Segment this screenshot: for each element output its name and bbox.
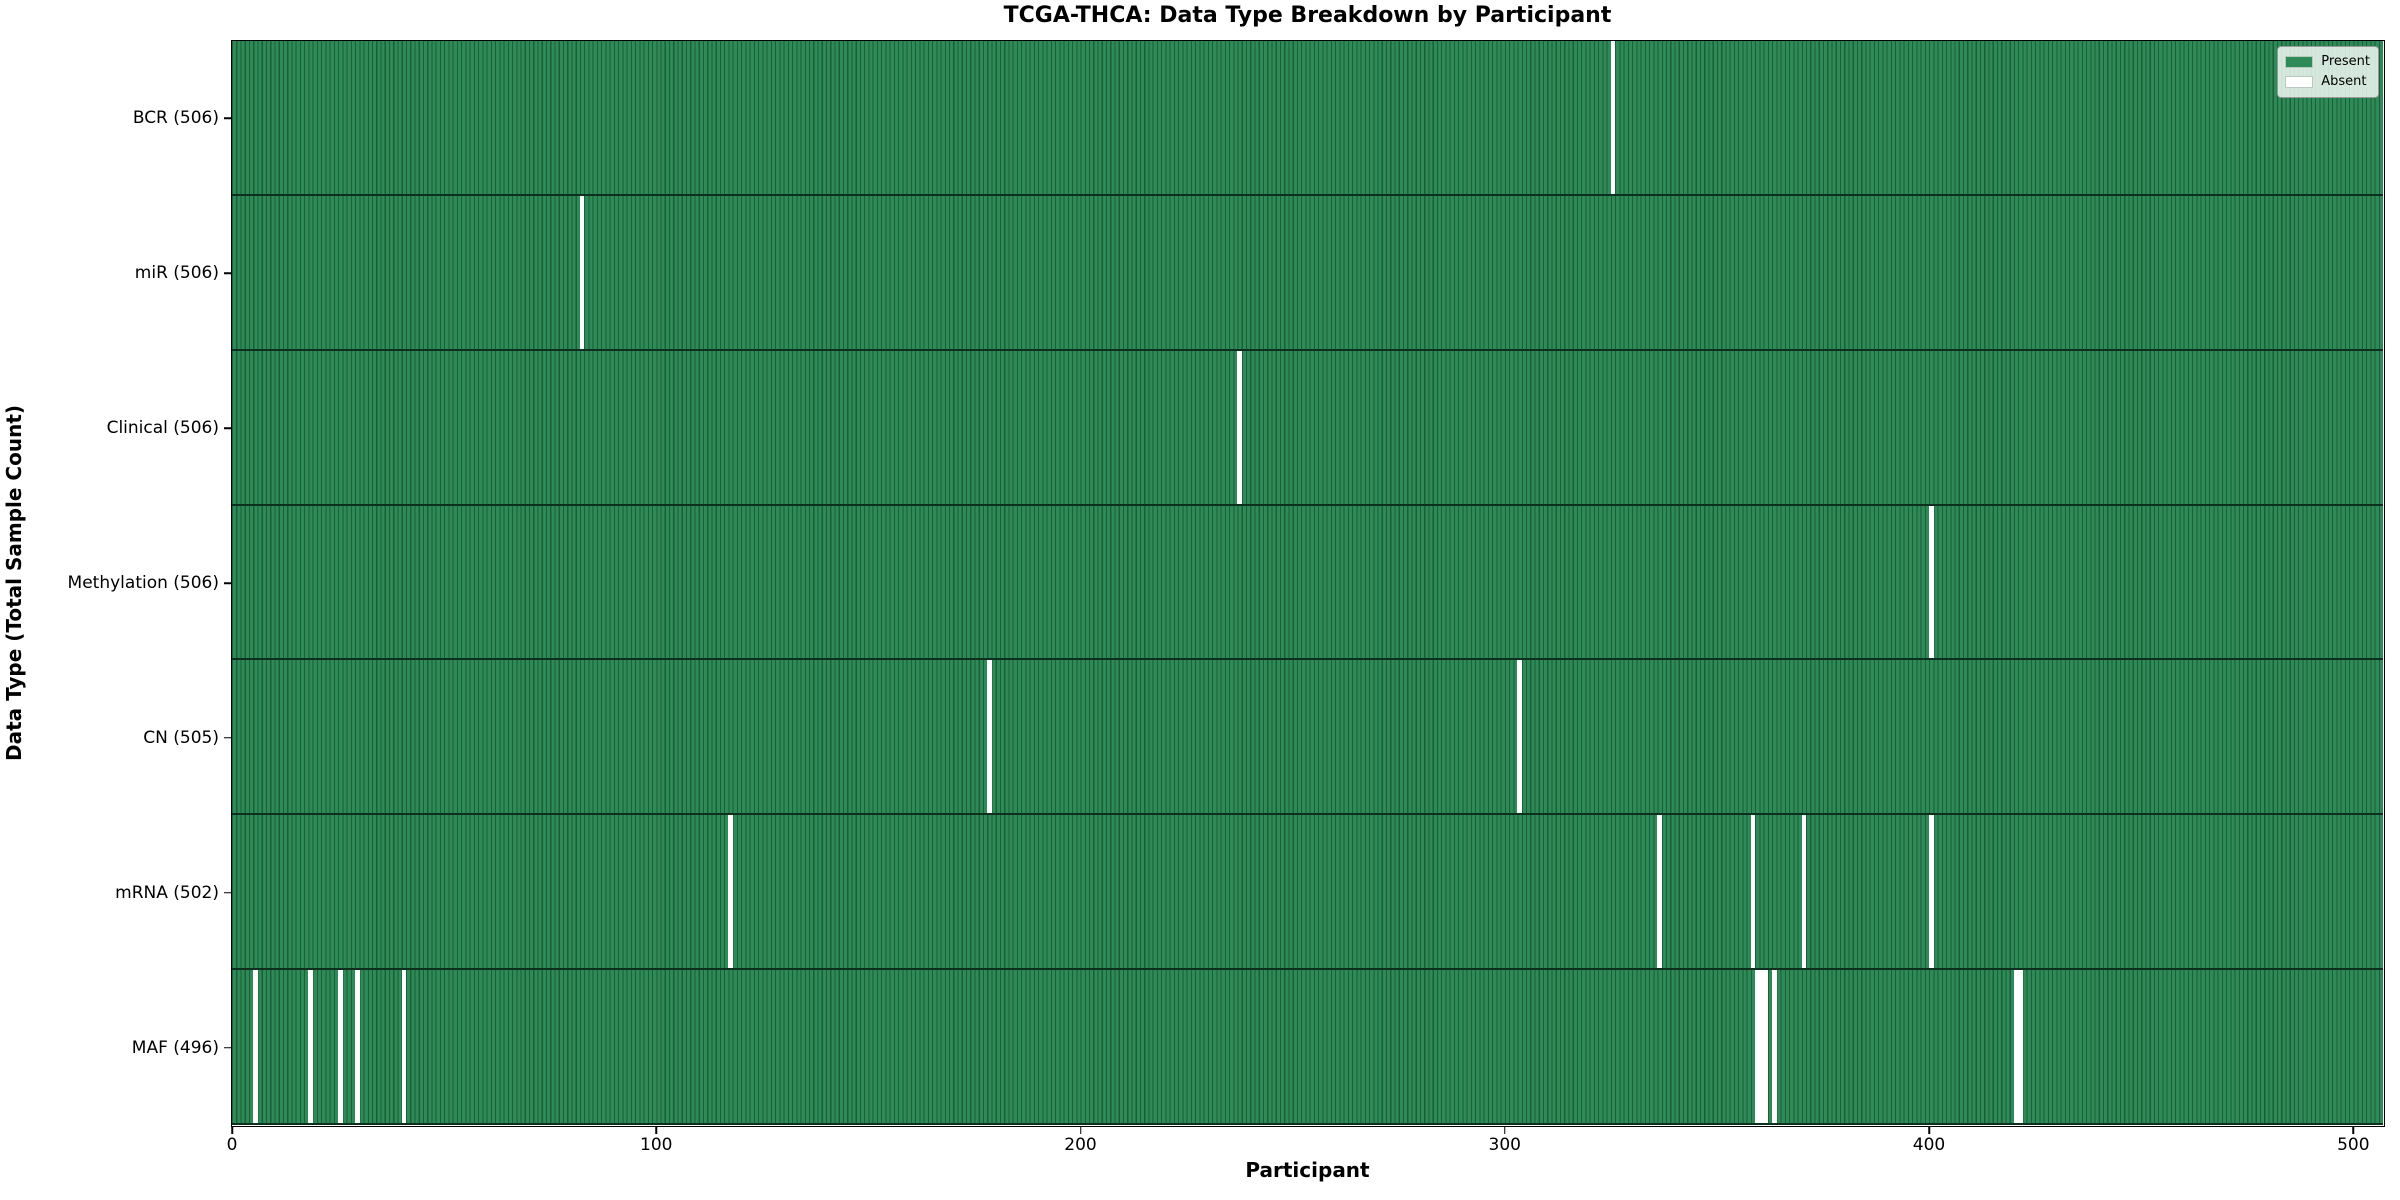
y-tick-mark bbox=[224, 427, 231, 429]
x-tick-label-300: 300 bbox=[1488, 1135, 1521, 1155]
absent-mark-mir-82 bbox=[579, 195, 585, 349]
absent-mark-mrna-336 bbox=[1657, 815, 1663, 969]
data-row-bcr bbox=[232, 41, 2383, 196]
legend-item-absent: Absent bbox=[2285, 72, 2370, 92]
absent-mark-cn-303 bbox=[1517, 660, 1523, 814]
data-row-mrna bbox=[232, 815, 2383, 971]
y-tick-label-cn: CN (505) bbox=[143, 727, 219, 748]
x-tick-mark bbox=[2352, 1126, 2355, 1134]
x-tick-mark bbox=[1928, 1126, 1930, 1134]
data-row-cn bbox=[232, 660, 2383, 816]
absent-mark-mrna-117 bbox=[728, 815, 733, 969]
absent-mark-maf-420 bbox=[2013, 970, 2019, 1123]
absent-mark-maf-360 bbox=[1759, 970, 1764, 1123]
absent-mark-mrna-400 bbox=[1928, 815, 1934, 969]
y-tick-label-bcr: BCR (506) bbox=[132, 108, 219, 129]
y-tick-label-clinical: Clinical (506) bbox=[106, 418, 219, 439]
absent-mark-maf-25 bbox=[337, 970, 343, 1123]
x-tick-mark bbox=[1504, 1126, 1506, 1134]
x-tick-mark bbox=[1079, 1126, 1082, 1134]
y-axis-label: Data Type (Total Sample Count) bbox=[2, 404, 26, 762]
absent-mark-maf-29 bbox=[354, 970, 360, 1123]
absent-mark-maf-361 bbox=[1763, 970, 1769, 1123]
y-tick-mark bbox=[224, 891, 231, 894]
y-tick-label-mrna: mRNA (502) bbox=[115, 882, 219, 903]
y-tick-mark bbox=[224, 1046, 231, 1049]
legend-label-absent: Absent bbox=[2321, 74, 2367, 89]
absent-mark-methylation-400 bbox=[1928, 505, 1934, 659]
x-tick-mark bbox=[655, 1126, 657, 1134]
x-tick-mark bbox=[231, 1126, 233, 1134]
x-tick-label-100: 100 bbox=[640, 1135, 673, 1155]
legend-item-present: Present bbox=[2285, 52, 2370, 72]
x-axis-label: Participant bbox=[1245, 1158, 1370, 1182]
data-row-mir bbox=[232, 195, 2383, 351]
absent-mark-maf-5 bbox=[253, 970, 258, 1123]
absent-mark-maf-363 bbox=[1771, 970, 1777, 1123]
x-tick-label-400: 400 bbox=[1912, 1135, 1946, 1155]
y-tick-label-maf: MAF (496) bbox=[131, 1037, 219, 1058]
x-tick-label-0: 0 bbox=[226, 1135, 238, 1155]
absent-mark-maf-40 bbox=[401, 970, 407, 1123]
plot-area: Present Absent bbox=[230, 39, 2385, 1127]
y-tick-mark bbox=[224, 582, 231, 584]
absent-mark-clinical-237 bbox=[1237, 350, 1243, 504]
data-row-clinical bbox=[232, 350, 2383, 506]
data-row-methylation bbox=[232, 505, 2383, 661]
y-tick-label-methylation: Methylation (506) bbox=[67, 573, 219, 593]
legend-swatch-present bbox=[2285, 56, 2314, 68]
x-tick-label-200: 200 bbox=[1064, 1135, 1097, 1155]
absent-mark-cn-178 bbox=[986, 660, 992, 814]
chart-title: TCGA-THCA: Data Type Breakdown by Partic… bbox=[1003, 3, 1612, 28]
absent-mark-mrna-370 bbox=[1801, 815, 1807, 969]
legend-swatch-absent bbox=[2285, 76, 2314, 88]
absent-mark-maf-359 bbox=[1754, 970, 1760, 1123]
absent-mark-maf-18 bbox=[308, 970, 313, 1123]
x-tick-label-500: 500 bbox=[2337, 1135, 2370, 1155]
absent-mark-bcr-325 bbox=[1610, 41, 1616, 194]
absent-mark-maf-421 bbox=[2017, 970, 2023, 1123]
legend-label-present: Present bbox=[2321, 54, 2370, 69]
y-tick-label-mir: miR (506) bbox=[134, 263, 219, 284]
legend: Present Absent bbox=[2277, 46, 2379, 98]
absent-mark-mrna-358 bbox=[1750, 815, 1756, 969]
y-tick-mark bbox=[224, 272, 231, 275]
data-row-maf bbox=[232, 970, 2383, 1125]
y-tick-mark bbox=[224, 117, 231, 120]
y-tick-mark bbox=[224, 737, 231, 739]
